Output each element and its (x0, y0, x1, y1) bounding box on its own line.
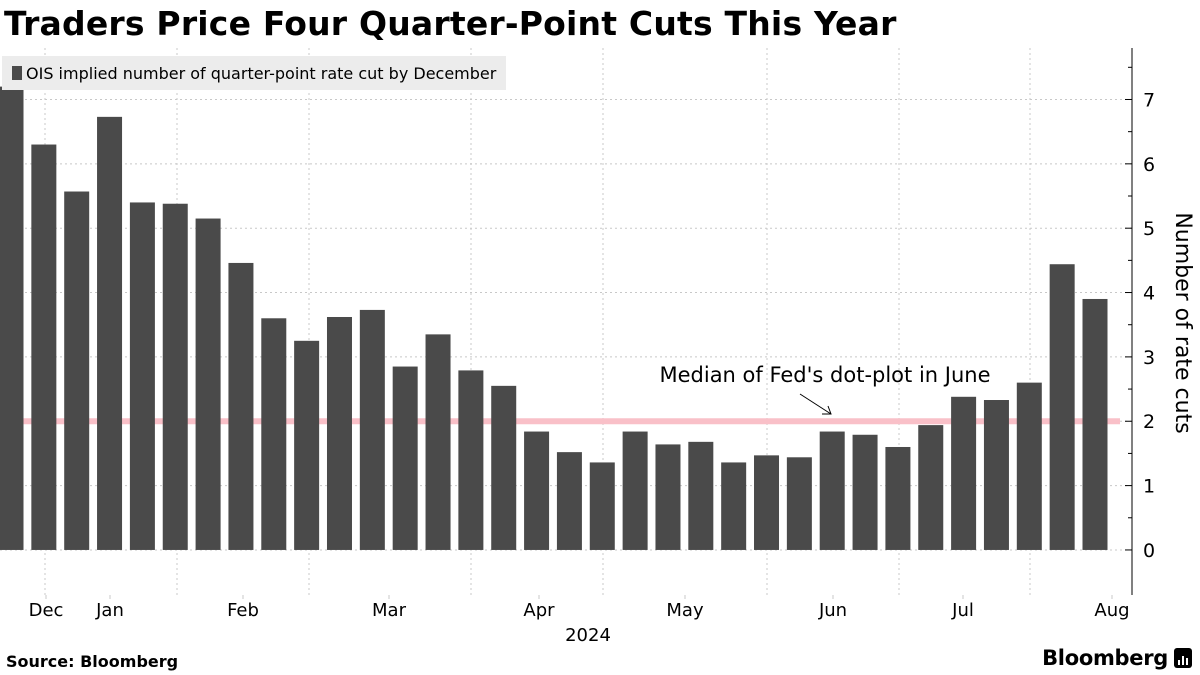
x-tick-label: Jun (818, 600, 847, 621)
bar (655, 444, 681, 550)
y-tick-label: 4 (1143, 283, 1155, 305)
x-tick-label: Jan (95, 600, 124, 621)
bar (294, 340, 320, 550)
bar (129, 202, 155, 550)
bar (458, 370, 484, 550)
bar (622, 431, 648, 550)
bar (885, 446, 911, 550)
bar-chart-icon (1174, 648, 1192, 668)
bars (0, 86, 1108, 550)
legend: OIS implied number of quarter-point rate… (2, 56, 507, 90)
bar (97, 116, 123, 550)
y-tick-label: 5 (1143, 218, 1155, 240)
bar (524, 431, 550, 550)
source-note: Source: Bloomberg (6, 652, 179, 671)
bar (326, 316, 352, 550)
x-tick-label: Dec (29, 600, 64, 621)
bar (31, 144, 57, 550)
y-tick-label: 0 (1143, 540, 1155, 562)
bar (918, 425, 944, 550)
x-tick-label: Jul (951, 600, 974, 621)
bar (1016, 382, 1042, 550)
y-tick-label: 6 (1143, 154, 1155, 176)
bar (721, 462, 747, 550)
bar (951, 396, 977, 550)
x-tick-label: Mar (372, 600, 407, 621)
bar (261, 318, 287, 550)
bar (392, 366, 418, 550)
x-tick-label: Aug (1094, 600, 1129, 621)
annotation: Median of Fed's dot-plot in June (659, 363, 991, 415)
bar (1082, 298, 1108, 550)
x-axis-labels: Dec Jan Feb Mar Apr May Jun Jul Aug (29, 595, 1130, 621)
bar (425, 334, 451, 550)
y-tick-label: 3 (1143, 347, 1155, 369)
bar (852, 434, 878, 550)
bar (359, 309, 385, 550)
bar (64, 191, 90, 550)
bar (195, 218, 221, 550)
x-tick-label: Feb (227, 600, 259, 621)
y-axis-title: Number of rate cuts (1170, 212, 1195, 433)
bar (0, 86, 24, 550)
brand-wordmark: Bloomberg (1042, 646, 1168, 670)
x-tick-label: May (666, 600, 704, 621)
y-tick-label: 7 (1143, 89, 1155, 111)
bar (162, 203, 188, 550)
legend-label: OIS implied number of quarter-point rate… (26, 63, 497, 83)
bar (786, 457, 812, 550)
y-axis: 0 1 2 3 4 5 6 7 (1125, 48, 1155, 595)
bar (228, 262, 254, 550)
legend-swatch (12, 66, 22, 80)
bar (754, 455, 780, 550)
bar (589, 462, 615, 550)
annotation-arrow (799, 393, 832, 415)
y-tick-label: 1 (1143, 476, 1155, 498)
bar (983, 400, 1009, 550)
x-axis-year-label: 2024 (565, 625, 611, 646)
bar (491, 385, 517, 550)
bar (556, 452, 582, 550)
brand-logo: Bloomberg (1042, 646, 1192, 670)
bar (819, 431, 845, 550)
x-tick-label: Apr (523, 600, 555, 621)
bar (688, 441, 714, 550)
annotation-arrowhead (822, 405, 832, 415)
reference-line-label: Median of Fed's dot-plot in June (659, 363, 990, 387)
chart-title: Traders Price Four Quarter-Point Cuts Th… (4, 4, 897, 43)
bar (1049, 264, 1075, 550)
y-tick-label: 2 (1143, 411, 1155, 433)
